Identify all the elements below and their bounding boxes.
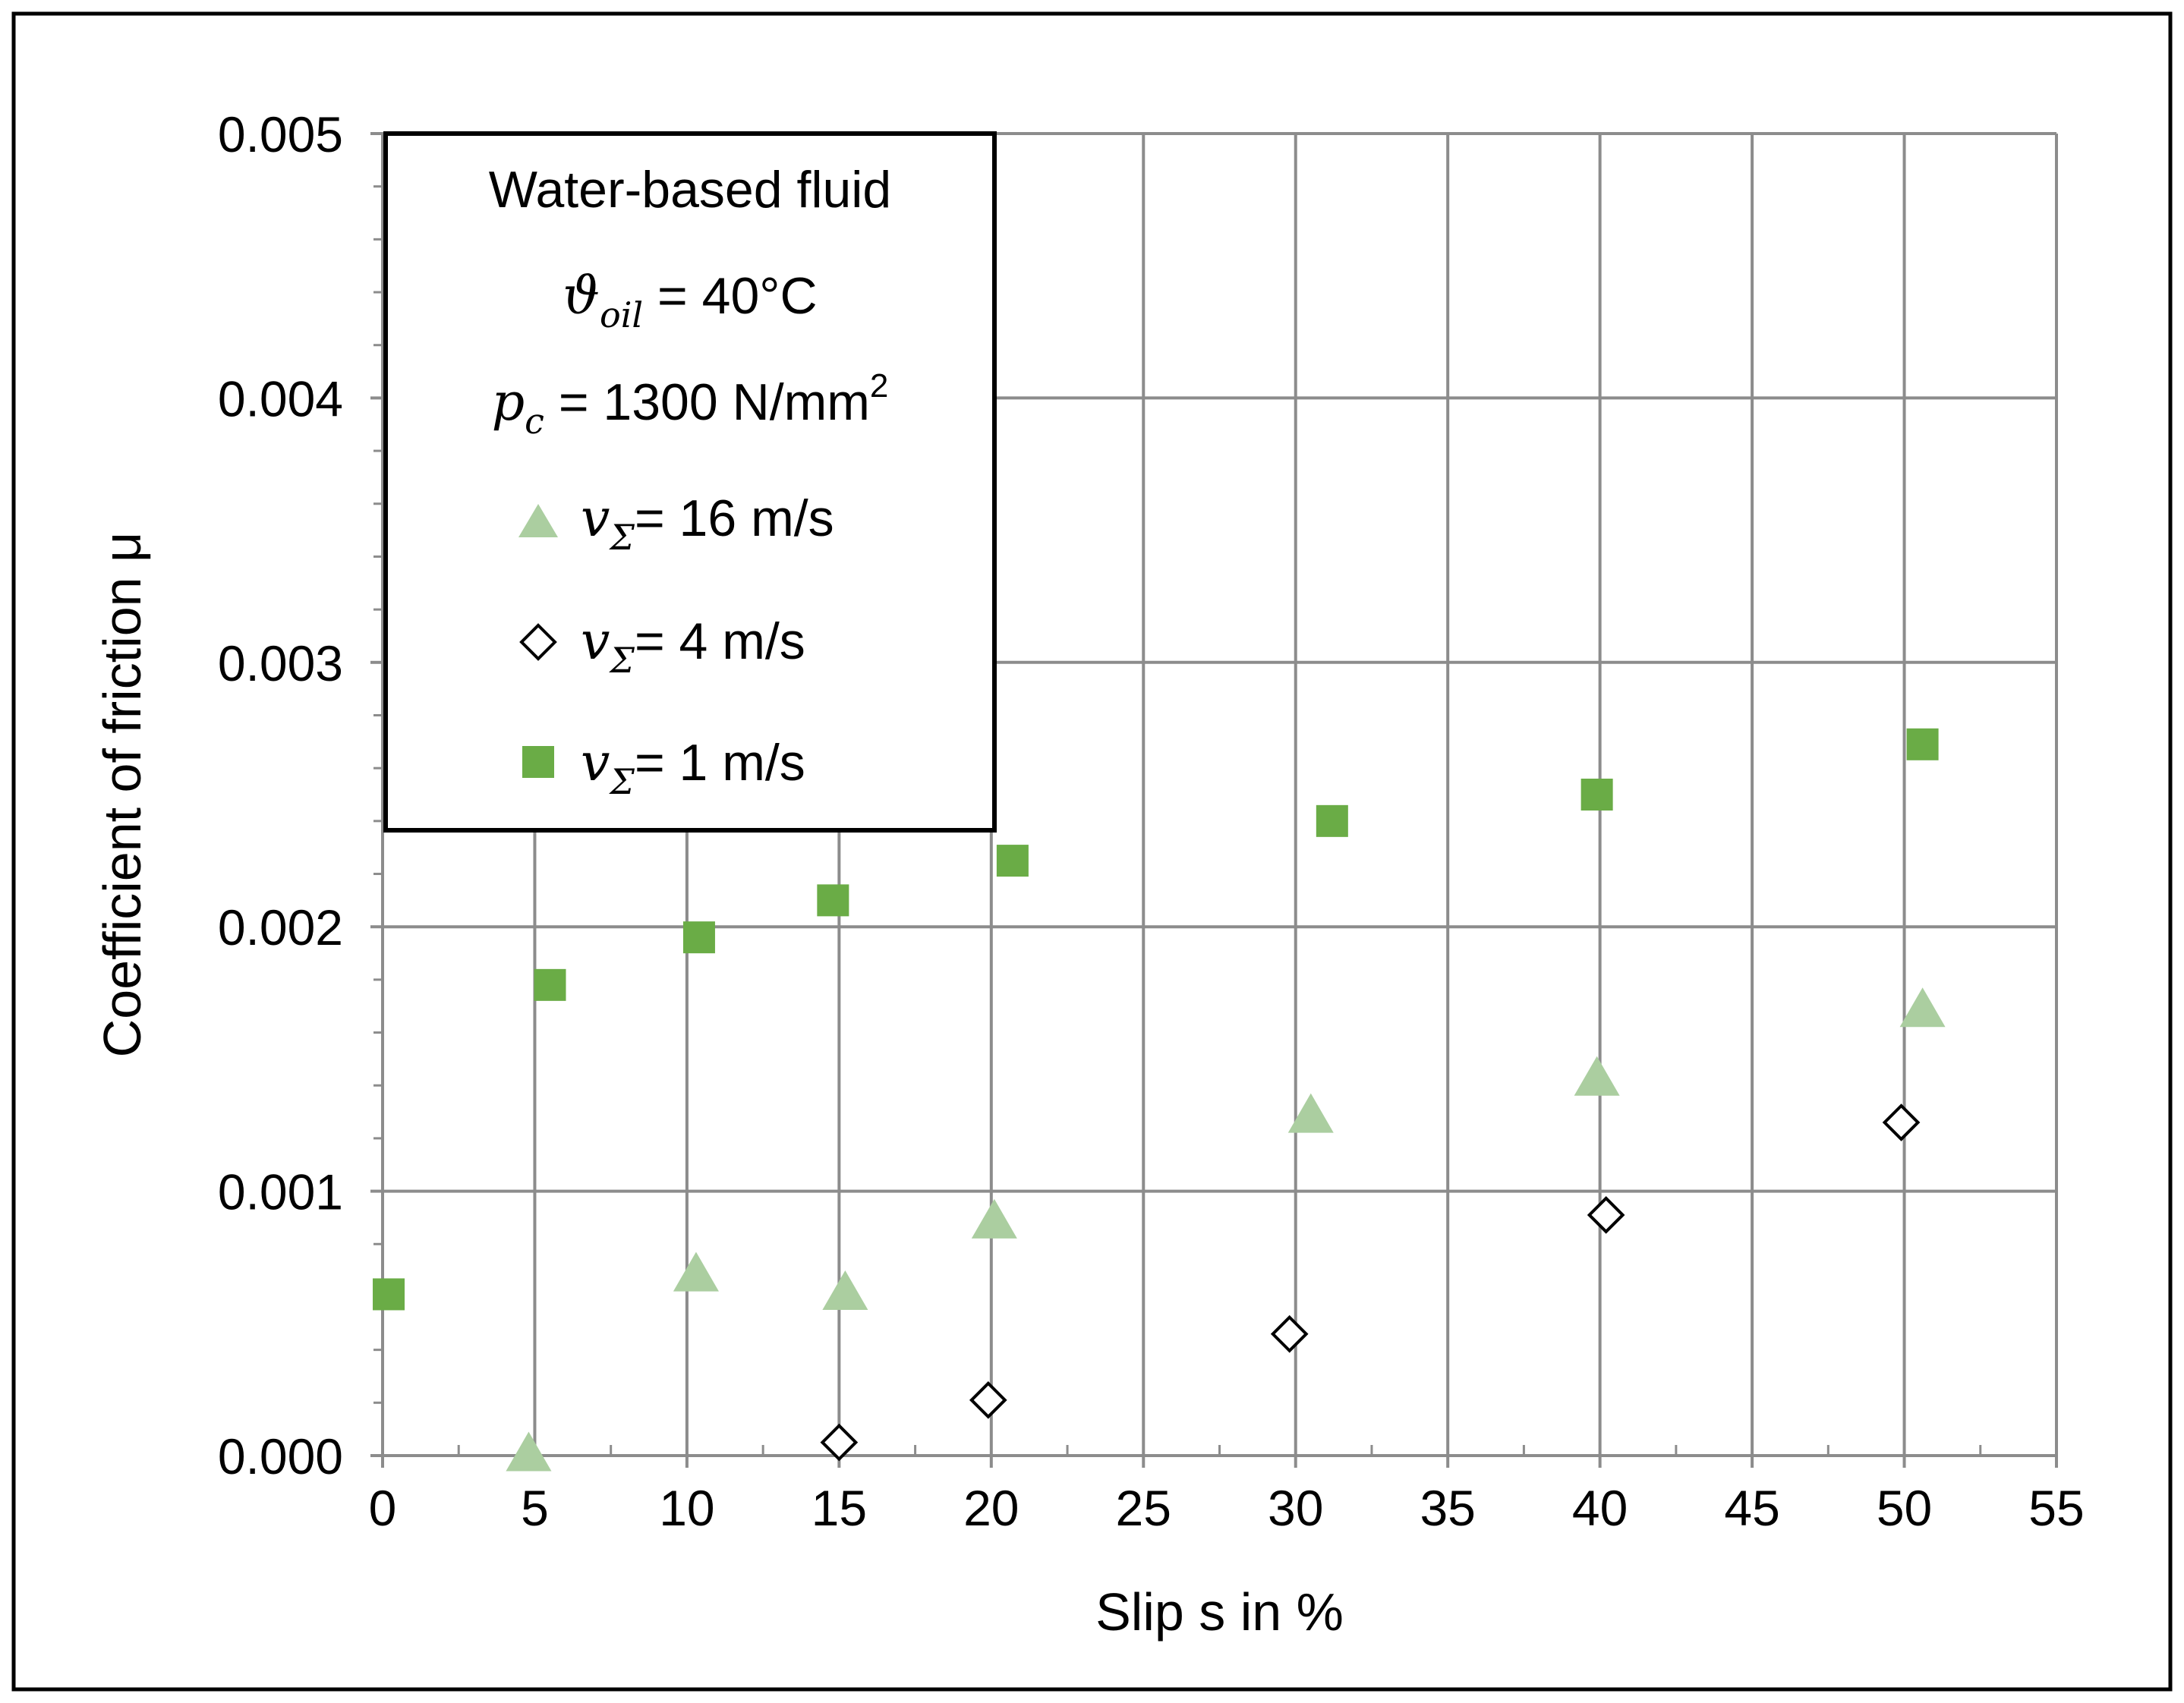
x-tick-label: 0 [369, 1480, 397, 1536]
legend-label-4: vΣ= 4 m/s [581, 612, 805, 681]
legend-entry-4: vΣ= 4 m/s [519, 612, 805, 681]
triangle-point [1574, 1056, 1620, 1096]
square-point [1906, 728, 1939, 760]
legend-marker-square [522, 746, 554, 778]
velocity-subscript: Σ [608, 517, 635, 558]
y-tick-label: 0.004 [218, 370, 343, 427]
square-point [534, 968, 566, 1001]
y-tick-label: 0.005 [218, 106, 343, 162]
x-tick-label: 45 [1724, 1480, 1779, 1536]
y-tick-label: 0.000 [218, 1428, 343, 1484]
x-tick-label: 50 [1877, 1480, 1932, 1536]
x-tick-label: 35 [1420, 1480, 1475, 1536]
diamond-point [1270, 1314, 1309, 1353]
pressure-superscript: 2 [870, 367, 888, 405]
x-tick-label: 5 [521, 1480, 549, 1536]
y-tick-label: 0.003 [218, 635, 343, 691]
legend-box [383, 131, 997, 833]
legend-label-16: vΣ= 16 m/s [581, 489, 834, 558]
legend-value: = 1 m/s [635, 734, 805, 792]
x-tick-label: 15 [812, 1480, 867, 1536]
diamond-point [969, 1381, 1007, 1419]
velocity-symbol: v [581, 733, 610, 793]
square-point [682, 921, 715, 954]
square-point [996, 845, 1029, 877]
x-tick-label: 20 [963, 1480, 1019, 1536]
velocity-symbol: v [581, 612, 610, 672]
square-point [1580, 779, 1613, 811]
legend-value: = 16 m/s [635, 489, 834, 547]
legend-label-1: vΣ= 1 m/s [581, 733, 805, 802]
legend-marker-diamond [519, 623, 557, 661]
velocity-subscript: Σ [608, 640, 635, 681]
diamond-point [1587, 1196, 1625, 1234]
legend-marker-triangle [518, 504, 558, 537]
theta-subscript: oil [600, 294, 643, 335]
y-tick-label: 0.002 [218, 899, 343, 955]
legend-entry-16: vΣ= 16 m/s [518, 489, 834, 558]
data-marks [373, 728, 1946, 1472]
triangle-point [673, 1251, 719, 1292]
x-tick-label: 25 [1116, 1480, 1171, 1536]
y-tick-label: 0.001 [218, 1164, 343, 1220]
diamond-point [820, 1423, 859, 1462]
pressure-symbol: p [492, 373, 525, 433]
legend: Water-based fluid ϑoil = 40°C pc = 1300 … [383, 131, 997, 833]
x-tick-label: 40 [1572, 1480, 1628, 1536]
x-tick-label: 10 [659, 1480, 714, 1536]
legend-value: = 4 m/s [635, 612, 805, 670]
pressure-value: = 1300 N/mm [544, 373, 870, 431]
legend-temperature-line: ϑoil = 40°C [563, 266, 817, 335]
square-point [1316, 804, 1348, 837]
triangle-point [1899, 987, 1946, 1028]
axes: 0 5 10 15 20 25 30 35 40 45 50 55 0.000 0.001 0.002 0.0… [93, 106, 2085, 1642]
legend-entry-1: vΣ= 1 m/s [522, 733, 805, 802]
square-point [817, 884, 849, 917]
square-point [373, 1278, 405, 1311]
legend-title-line: Water-based fluid [489, 161, 891, 219]
triangle-point [1287, 1093, 1334, 1133]
triangle-point [971, 1198, 1017, 1239]
triangle-point [506, 1431, 552, 1472]
theta-symbol: ϑ [563, 266, 600, 326]
y-axis-title: Coefficient of friction μ [93, 532, 152, 1058]
x-tick-label: 55 [2028, 1480, 2084, 1536]
x-axis-title: Slip s in % [1095, 1582, 1344, 1642]
velocity-symbol: v [581, 489, 610, 549]
diamond-point [1882, 1103, 1921, 1141]
velocity-subscript: Σ [608, 761, 635, 802]
temperature-value: = 40°C [643, 267, 817, 325]
pressure-subscript: c [525, 401, 544, 442]
legend-pressure-line: pc = 1300 N/mm2 [492, 367, 889, 442]
triangle-point [822, 1270, 868, 1310]
x-tick-label: 30 [1268, 1480, 1323, 1536]
